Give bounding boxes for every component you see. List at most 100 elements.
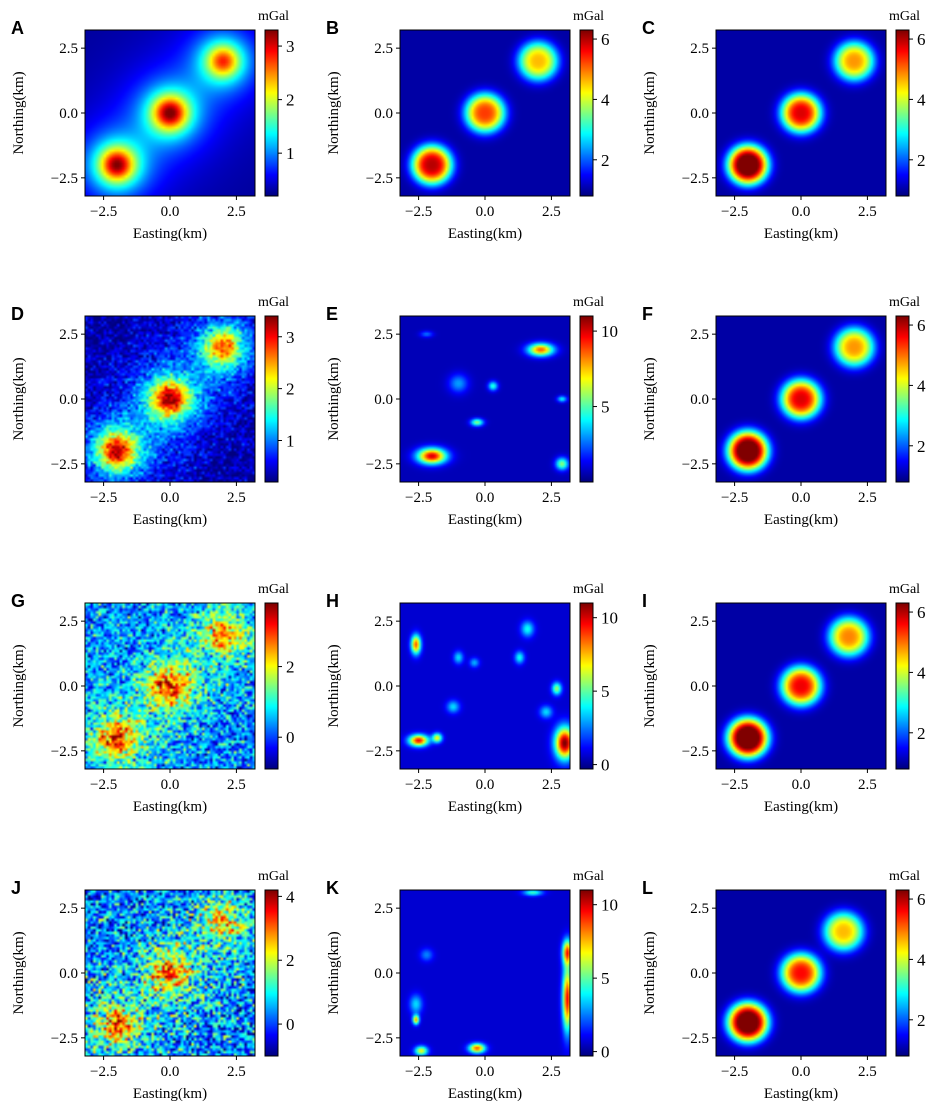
colorbar-tick-label: 0 (286, 1015, 295, 1034)
y-tick-label: 0.0 (374, 106, 393, 122)
y-tick-label: −2.5 (51, 744, 78, 760)
x-tick-label: 2.5 (227, 490, 246, 506)
x-axis-label: Easting(km) (448, 1086, 522, 1102)
colorbar-tick-label: 4 (286, 887, 295, 906)
x-axis-label: Easting(km) (133, 512, 207, 528)
x-tick-label: 2.5 (542, 490, 561, 506)
y-tick-label: −2.5 (51, 1031, 78, 1047)
y-tick-label: 2.5 (690, 327, 709, 343)
colorbar-unit: mGal (573, 295, 604, 310)
x-tick-label: 2.5 (858, 777, 877, 793)
colorbar-tick-label: 5 (601, 969, 610, 988)
y-axis-label: Northing(km) (642, 357, 658, 440)
x-tick-label: −2.5 (90, 777, 117, 793)
colorbar-tick-label: 5 (601, 398, 610, 417)
colorbar (896, 30, 909, 196)
panel-h: −2.5 0.0 2.5 −2.5 0.0 2.5 Easting(km) Northing(… (326, 582, 618, 815)
y-tick-label: −2.5 (682, 744, 709, 760)
colorbar-tick-label: 4 (601, 90, 610, 109)
panel-j: −2.5 0.0 2.5 −2.5 0.0 2.5 Easting(km) Northing(… (11, 869, 295, 1102)
panel-k: −2.5 0.0 2.5 −2.5 0.0 2.5 Easting(km) Northing(… (326, 869, 618, 1102)
colorbar-frame (895, 29, 910, 197)
panel-label: B (326, 18, 339, 38)
heatmap-image (400, 603, 570, 769)
panel-label: K (326, 878, 339, 898)
colorbar-frame (579, 315, 594, 483)
x-tick-label: 2.5 (858, 204, 877, 220)
x-tick-label: −2.5 (721, 490, 748, 506)
x-tick-label: −2.5 (405, 1064, 432, 1080)
colorbar-tick-label: 6 (917, 30, 926, 49)
x-axis-label: Easting(km) (448, 512, 522, 528)
x-axis-label: Easting(km) (764, 799, 838, 815)
colorbar-tick-label: 6 (917, 890, 926, 909)
colorbar-tick-label: 6 (601, 30, 610, 49)
y-tick-label: −2.5 (51, 171, 78, 187)
colorbar-frame (895, 889, 910, 1057)
colorbar (265, 603, 278, 769)
x-tick-label: −2.5 (721, 777, 748, 793)
colorbar-unit: mGal (889, 582, 920, 597)
y-tick-label: 0.0 (59, 392, 78, 408)
panel-label: J (11, 878, 21, 898)
y-tick-label: 0.0 (690, 392, 709, 408)
heatmap-image (400, 890, 570, 1056)
x-tick-label: 0.0 (161, 490, 180, 506)
y-tick-label: 2.5 (59, 614, 78, 630)
y-axis-label: Northing(km) (326, 644, 342, 727)
heatmap-image (716, 890, 886, 1056)
y-tick-label: 2.5 (690, 901, 709, 917)
colorbar (580, 890, 593, 1056)
colorbar-frame (895, 602, 910, 770)
panel-i: −2.5 0.0 2.5 −2.5 0.0 2.5 Easting(km) Northing(… (642, 582, 926, 815)
colorbar-frame (264, 29, 279, 197)
colorbar-tick-label: 5 (601, 682, 610, 701)
x-tick-label: 0.0 (476, 204, 495, 220)
colorbar-tick-label: 2 (286, 658, 295, 677)
x-axis-label: Easting(km) (764, 1086, 838, 1102)
x-axis-label: Easting(km) (133, 226, 207, 242)
colorbar-tick-label: 0 (286, 728, 295, 747)
colorbar-unit: mGal (258, 295, 289, 310)
panel-a: −2.5 0.0 2.5 −2.5 0.0 2.5 Easting(km) Northing(… (11, 9, 295, 242)
y-tick-label: 0.0 (690, 966, 709, 982)
x-tick-label: 0.0 (792, 490, 811, 506)
y-tick-label: 0.0 (59, 966, 78, 982)
panel-label: L (642, 878, 653, 898)
x-tick-label: 0.0 (161, 1064, 180, 1080)
panel-label: I (642, 591, 647, 611)
y-tick-label: −2.5 (366, 744, 393, 760)
x-tick-label: 2.5 (858, 490, 877, 506)
x-tick-label: 2.5 (542, 1064, 561, 1080)
y-axis-label: Northing(km) (11, 644, 27, 727)
colorbar-tick-label: 1 (286, 144, 295, 163)
heatmap-image (85, 30, 255, 196)
x-tick-label: 0.0 (476, 777, 495, 793)
colorbar (265, 316, 278, 482)
colorbar-tick-label: 10 (601, 322, 618, 341)
colorbar (580, 603, 593, 769)
x-tick-label: −2.5 (721, 204, 748, 220)
colorbar-unit: mGal (258, 869, 289, 884)
colorbar-tick-label: 2 (286, 91, 295, 110)
x-tick-label: 0.0 (161, 777, 180, 793)
y-tick-label: 0.0 (374, 392, 393, 408)
panel-e: −2.5 0.0 2.5 −2.5 0.0 2.5 Easting(km) Northing(… (326, 295, 618, 528)
colorbar-unit: mGal (573, 9, 604, 24)
colorbar-unit: mGal (258, 9, 289, 24)
heatmap-image (716, 603, 886, 769)
panel-label: E (326, 304, 338, 324)
colorbar-tick-label: 3 (286, 328, 295, 347)
panel-l: −2.5 0.0 2.5 −2.5 0.0 2.5 Easting(km) Northing(… (642, 869, 926, 1102)
y-axis-label: Northing(km) (11, 71, 27, 154)
x-tick-label: 0.0 (476, 490, 495, 506)
x-axis-label: Easting(km) (133, 1086, 207, 1102)
colorbar-tick-label: 10 (601, 896, 618, 915)
x-axis-label: Easting(km) (764, 226, 838, 242)
x-tick-label: 2.5 (858, 1064, 877, 1080)
colorbar-tick-label: 3 (286, 37, 295, 56)
colorbar (896, 603, 909, 769)
y-tick-label: 0.0 (374, 966, 393, 982)
x-tick-label: −2.5 (90, 490, 117, 506)
y-tick-label: 2.5 (690, 41, 709, 57)
